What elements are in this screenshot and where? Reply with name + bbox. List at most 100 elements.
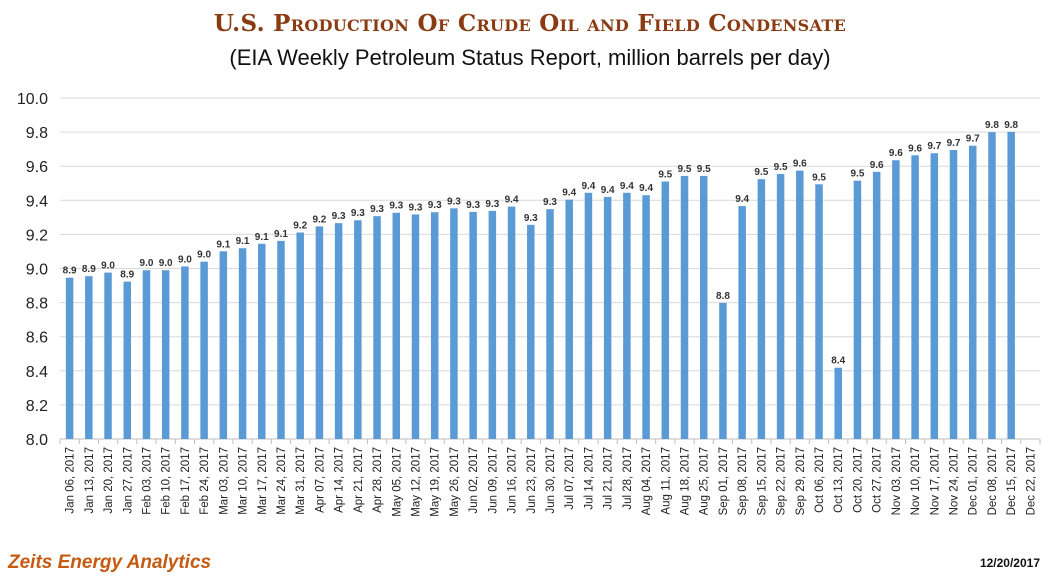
x-tick-label: Aug 25, 2017	[699, 447, 711, 515]
bar	[815, 184, 823, 439]
x-tick-label: Jul 21, 2017	[603, 447, 615, 510]
y-tick-label: 9.2	[26, 227, 48, 244]
y-tick-label: 8.0	[26, 432, 48, 449]
x-tick-label: Nov 10, 2017	[910, 447, 922, 515]
bar	[507, 206, 516, 439]
data-label: 9.6	[793, 159, 807, 170]
x-tick-label: Feb 17, 2017	[180, 447, 192, 515]
data-label: 9.1	[274, 229, 288, 240]
bar	[738, 206, 746, 439]
x-tick-label: Feb 10, 2017	[161, 447, 173, 515]
x-tick-label: Mar 24, 2017	[276, 447, 288, 515]
data-label: 9.5	[812, 172, 826, 183]
y-tick-label: 9.0	[26, 262, 48, 279]
x-tick-label: Jan 06, 2017	[65, 447, 77, 514]
x-tick-label: Sep 01, 2017	[718, 447, 730, 515]
x-tick-label: Aug 18, 2017	[680, 447, 692, 515]
data-label: 9.5	[697, 164, 711, 175]
data-label: 9.3	[466, 200, 480, 211]
data-label: 9.5	[658, 170, 672, 181]
bar	[65, 277, 74, 439]
x-tick-label: Nov 03, 2017	[891, 447, 903, 515]
bar	[296, 232, 304, 439]
x-tick-label: Oct 20, 2017	[852, 447, 864, 513]
data-label: 8.4	[831, 356, 845, 367]
data-label: 8.9	[82, 264, 96, 275]
bar	[123, 281, 132, 439]
bar	[719, 302, 727, 439]
y-tick-label: 8.8	[26, 296, 48, 313]
x-tick-label: Apr 21, 2017	[353, 447, 365, 513]
bar	[796, 170, 804, 439]
x-tick-label: Dec 01, 2017	[968, 447, 980, 515]
bar	[988, 132, 996, 439]
data-label: 9.4	[639, 183, 653, 194]
bar	[200, 261, 208, 439]
x-tick-label: Mar 17, 2017	[257, 447, 269, 515]
data-label: 9.7	[927, 141, 941, 152]
bar	[430, 212, 439, 439]
x-tick-label: Apr 14, 2017	[334, 447, 346, 513]
y-tick-label: 8.2	[26, 398, 48, 415]
bar	[853, 180, 862, 439]
bar	[584, 192, 593, 439]
x-tick-label: Dec 15, 2017	[1006, 447, 1018, 515]
x-tick-label: May 05, 2017	[391, 447, 403, 517]
y-tick-label: 8.4	[26, 364, 48, 381]
x-tick-label: Jul 28, 2017	[622, 447, 634, 510]
bar	[911, 155, 919, 439]
x-tick-label: Jan 13, 2017	[84, 447, 96, 514]
data-label: 9.6	[889, 148, 903, 159]
data-label: 9.1	[216, 239, 230, 250]
bar	[411, 214, 420, 439]
bar	[757, 179, 766, 439]
x-tick-label: Aug 11, 2017	[660, 447, 672, 515]
data-label: 8.9	[63, 266, 77, 277]
bar	[680, 175, 689, 439]
data-label: 9.7	[966, 134, 980, 145]
data-label: 9.6	[870, 160, 884, 171]
data-label: 9.4	[601, 185, 615, 196]
data-label: 9.3	[409, 202, 423, 213]
bar	[104, 272, 112, 439]
bar	[546, 209, 554, 439]
bar	[1007, 131, 1015, 439]
x-tick-label: Mar 03, 2017	[218, 447, 230, 515]
x-tick-label: Jun 16, 2017	[507, 447, 519, 514]
data-label: 9.3	[524, 213, 538, 224]
bar	[258, 243, 266, 439]
report-date: 12/20/2017	[979, 556, 1040, 570]
bar	[277, 240, 285, 439]
x-tick-label: Mar 10, 2017	[238, 447, 250, 515]
data-label: 9.3	[447, 196, 461, 207]
bar	[238, 248, 247, 439]
x-tick-label: Dec 08, 2017	[987, 447, 999, 515]
x-tick-label: Jun 09, 2017	[487, 447, 499, 514]
bar	[949, 150, 958, 439]
bar	[219, 251, 228, 439]
x-tick-label: Sep 22, 2017	[776, 447, 788, 515]
brand-label: Zeits Energy Analytics	[8, 552, 212, 573]
x-tick-label: May 19, 2017	[430, 447, 442, 517]
data-label: 9.4	[505, 195, 519, 206]
bar	[892, 160, 900, 440]
bar	[623, 192, 631, 439]
x-tick-label: Mar 31, 2017	[295, 447, 307, 515]
x-tick-label: Jun 02, 2017	[468, 447, 480, 514]
data-label: 9.5	[774, 162, 788, 173]
x-tick-label: Sep 15, 2017	[756, 447, 768, 515]
data-label: 9.4	[735, 194, 749, 205]
data-label: 9.1	[236, 236, 250, 247]
y-tick-label: 9.8	[26, 125, 48, 142]
x-tick-label: Jul 14, 2017	[583, 447, 595, 510]
data-label: 9.2	[293, 221, 307, 232]
data-label: 9.0	[159, 258, 173, 269]
y-tick-label: 9.6	[26, 159, 48, 176]
x-tick-label: Jun 23, 2017	[526, 447, 538, 514]
x-tick-label: Apr 28, 2017	[372, 447, 384, 513]
data-label: 8.9	[120, 270, 134, 281]
data-label: 9.1	[255, 232, 269, 243]
data-label: 9.3	[370, 204, 384, 215]
x-tick-label: Jun 30, 2017	[545, 447, 557, 514]
